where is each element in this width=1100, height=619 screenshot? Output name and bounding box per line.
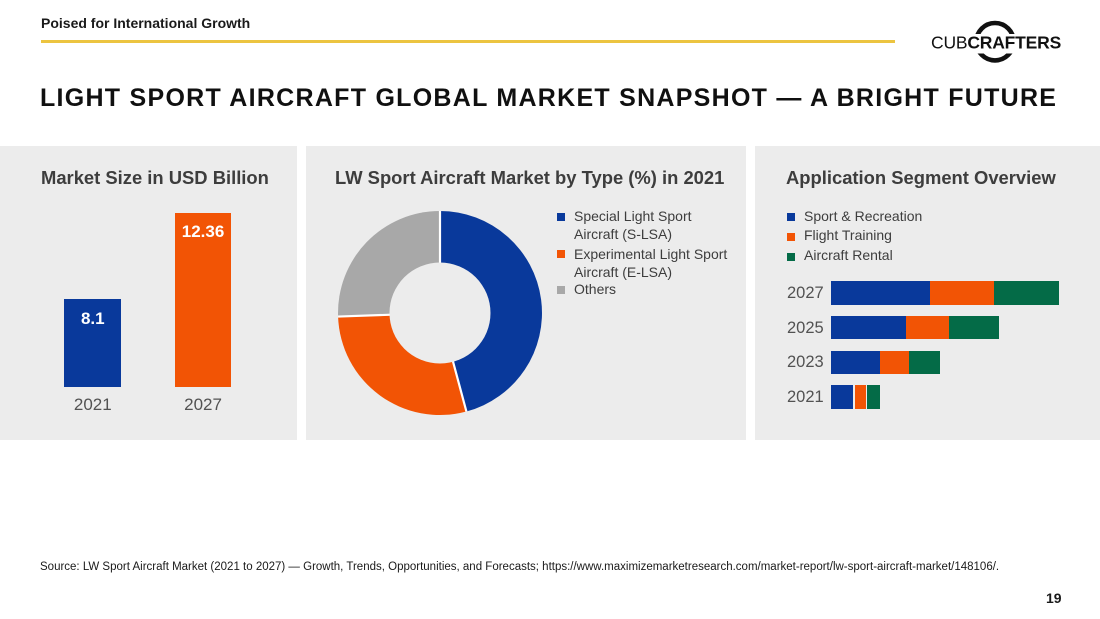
svg-text:CUBCRAFTERS: CUBCRAFTERS (931, 33, 1061, 53)
